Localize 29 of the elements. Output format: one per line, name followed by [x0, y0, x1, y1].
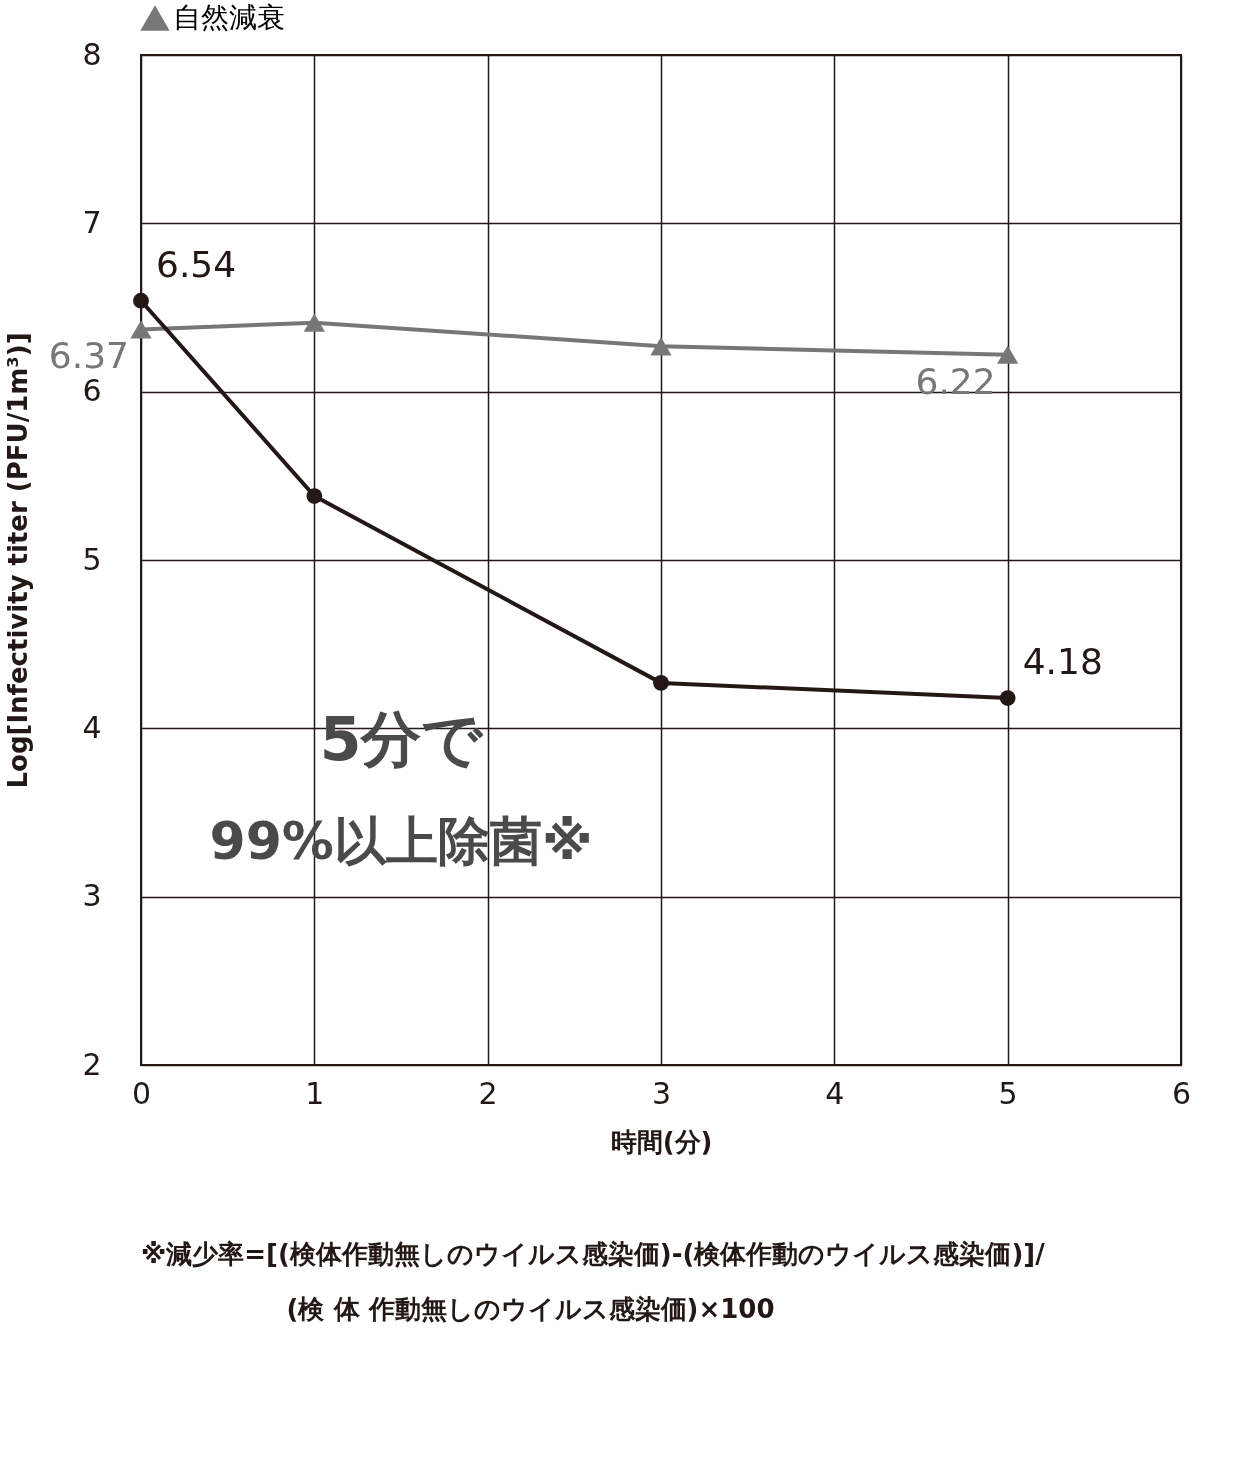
data-label: 6.54 — [156, 243, 237, 285]
x-tick-label: 2 — [478, 1075, 498, 1111]
y-tick-label: 7 — [82, 204, 102, 240]
text: (検 体 作動無しのウイルス感染価)×100 — [286, 1294, 775, 1324]
point — [130, 320, 152, 339]
data-label: 4.18 — [1022, 641, 1103, 683]
legend-label: 自然減衰 — [173, 1, 285, 34]
x-tick-label: 0 — [131, 1075, 152, 1111]
y-tick-label: 8 — [82, 36, 102, 72]
point — [133, 292, 149, 309]
x-tick-label: 5 — [998, 1075, 1018, 1111]
point — [999, 690, 1016, 706]
text: ※減少率=[(検体作動無しのウイルス感染価)-(検体作動のウイルス感染価)]/ — [141, 1239, 1046, 1269]
x-tick-label: 1 — [305, 1075, 325, 1111]
point — [303, 313, 325, 332]
y-tick-label: 2 — [82, 1046, 102, 1082]
x-tick-label: 4 — [825, 1075, 845, 1111]
point — [306, 488, 323, 504]
y-axis-title: Log[Infectivity titer (PFU/1m³)] — [3, 332, 34, 789]
y-tick-label: 5 — [82, 541, 102, 577]
y-tick-label: 4 — [82, 709, 102, 745]
y-tick-label: 3 — [82, 878, 102, 914]
x-tick-label: 6 — [1171, 1075, 1192, 1111]
x-axis-title: 時間(分) — [610, 1126, 713, 1157]
point — [653, 674, 669, 691]
x-tick-label: 3 — [651, 1075, 672, 1111]
point — [650, 337, 672, 356]
point — [997, 345, 1019, 364]
data-label: 6.22 — [915, 360, 996, 402]
